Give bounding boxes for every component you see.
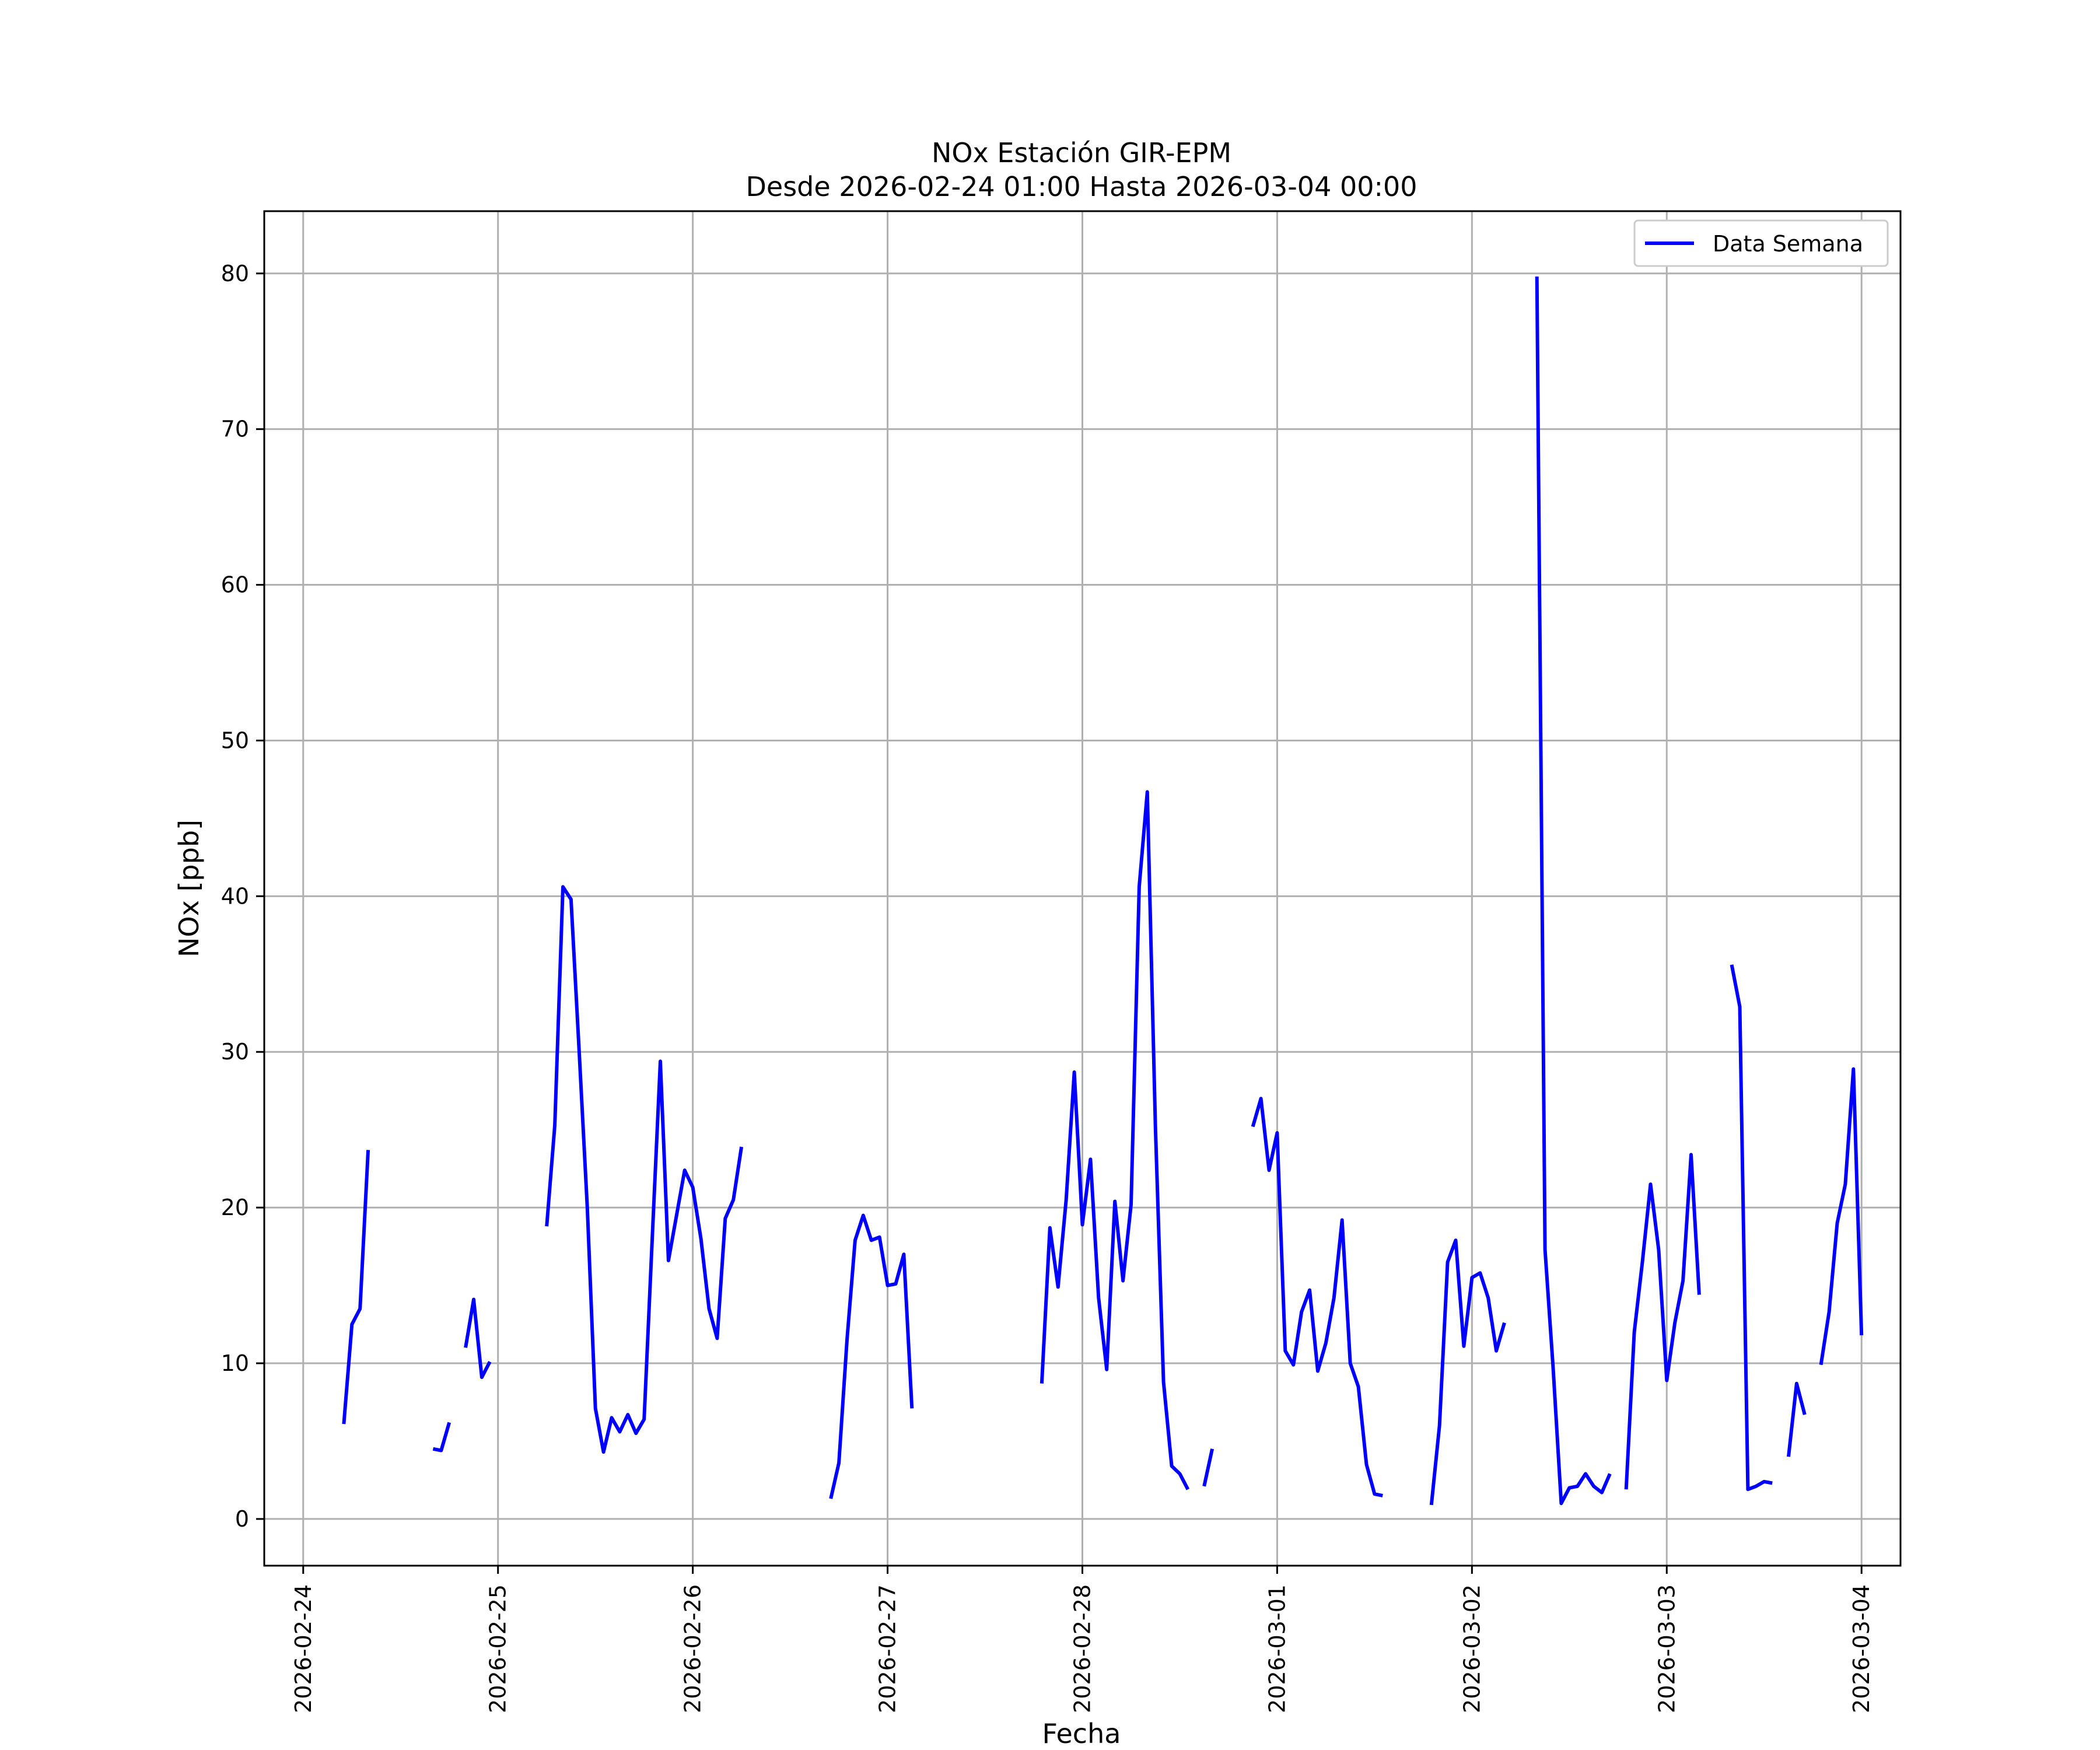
legend-label: Data Semana bbox=[1713, 231, 1863, 257]
y-tick-label: 30 bbox=[221, 1039, 249, 1065]
y-tick-label: 50 bbox=[221, 727, 249, 753]
y-tick-label: 10 bbox=[221, 1350, 249, 1376]
series-line-segment bbox=[1040, 790, 1190, 1490]
series-line-segment bbox=[1730, 964, 1773, 1492]
series-line-segment bbox=[342, 1150, 370, 1424]
x-tick-label: 2026-03-03 bbox=[1654, 1584, 1679, 1713]
y-tick-label: 40 bbox=[221, 883, 249, 909]
x-tick-label: 2026-03-04 bbox=[1849, 1584, 1874, 1713]
x-tick-label: 2026-02-27 bbox=[875, 1584, 901, 1713]
chart-title: NOx Estación GIR-EPM bbox=[932, 137, 1231, 169]
y-tick-label: 0 bbox=[235, 1506, 249, 1532]
x-tick-label: 2026-02-28 bbox=[1070, 1584, 1096, 1713]
chart-subtitle: Desde 2026-02-24 01:00 Hasta 2026-03-04 … bbox=[746, 171, 1417, 202]
y-tick-label: 80 bbox=[221, 261, 249, 286]
series-line-segment bbox=[1787, 1381, 1807, 1457]
series-line-segment bbox=[1624, 1153, 1701, 1490]
series-line-segment bbox=[1202, 1448, 1214, 1487]
data-series bbox=[342, 276, 1864, 1506]
series-line-segment bbox=[1819, 1067, 1864, 1366]
legend-box bbox=[1633, 219, 1889, 267]
series-line-segment bbox=[1251, 1097, 1383, 1497]
x-tick-label: 2026-02-26 bbox=[680, 1584, 706, 1713]
x-tick-label: 2026-03-02 bbox=[1459, 1584, 1485, 1713]
y-tick-label: 60 bbox=[221, 572, 249, 598]
grid bbox=[264, 211, 1901, 1566]
plot-frame bbox=[263, 210, 1902, 1567]
axis-ticks: 0 10 20 30 40 50 60 70 80 2026-02-24 2026-02-25 202… bbox=[221, 261, 1875, 1713]
x-axis-label: Fecha bbox=[1042, 1718, 1121, 1749]
y-tick-label: 20 bbox=[221, 1195, 249, 1220]
series-line-segment bbox=[829, 1213, 914, 1499]
legend: Data Semana bbox=[1633, 219, 1889, 267]
series-line-segment bbox=[545, 885, 744, 1454]
y-axis-label: NOx [ppb] bbox=[173, 820, 205, 957]
x-tick-label: 2026-03-01 bbox=[1264, 1584, 1290, 1713]
x-tick-label: 2026-02-25 bbox=[485, 1584, 511, 1713]
series-line-segment bbox=[464, 1297, 492, 1380]
series-line-segment bbox=[1429, 1238, 1506, 1506]
y-tick-label: 70 bbox=[221, 416, 249, 442]
series-line-segment bbox=[432, 1422, 452, 1452]
x-tick-label: 2026-02-24 bbox=[290, 1584, 316, 1713]
series-line-segment bbox=[1535, 276, 1612, 1506]
